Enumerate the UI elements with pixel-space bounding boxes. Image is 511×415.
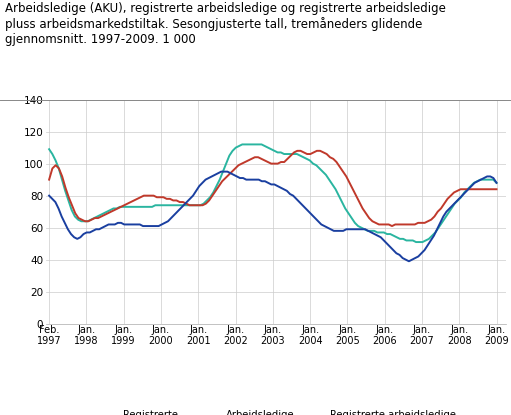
Legend: Registrerte
arbeidsledige, Arbeidsledige
(AKU), Registrerte arbeidsledige
+ tilt: Registrerte arbeidsledige, Arbeidsledige… [92,405,460,415]
Text: Arbeidsledige (AKU), registrerte arbeidsledige og registrerte arbeidsledige
plus: Arbeidsledige (AKU), registrerte arbeids… [5,2,446,46]
